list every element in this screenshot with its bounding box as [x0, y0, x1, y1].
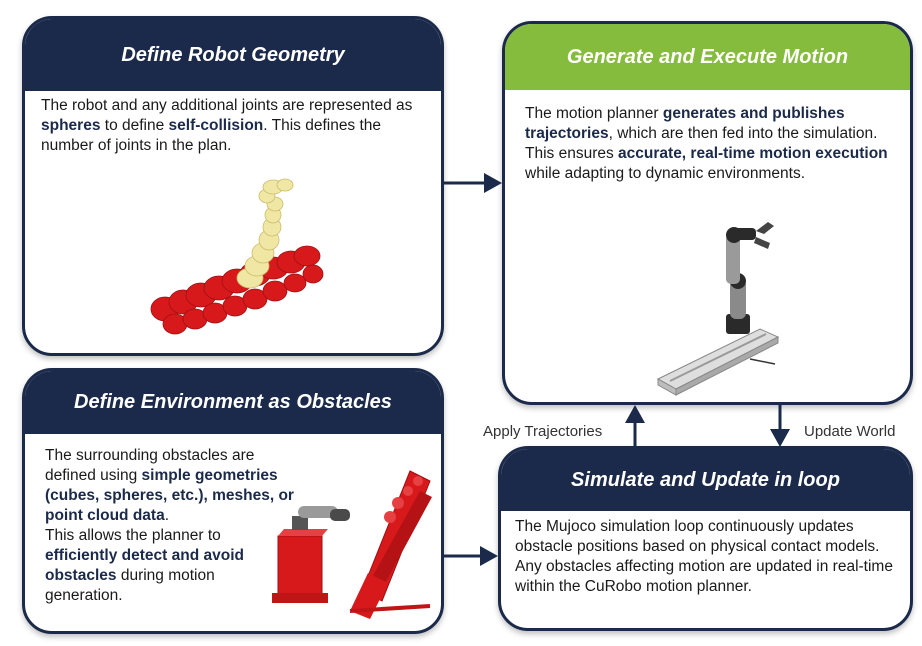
text-segment: The surrounding obstacles are defined us… [45, 447, 255, 484]
card-body: The robot and any additional joints are … [41, 96, 431, 156]
card-text-para2: This ensures accurate, real-time motion … [525, 144, 897, 184]
text-segment: The robot and any additional joints are … [41, 97, 413, 114]
bold-text: efficiently detect and avoid obstacles [45, 547, 244, 584]
arrow-apply-trajectories-up [625, 405, 645, 447]
card-header: Define Environment as Obstacles [25, 371, 441, 434]
arrow-update-world-down [770, 405, 790, 447]
card-body: The surrounding obstacles are defined us… [45, 446, 295, 606]
label-update-world: Update World [804, 423, 896, 440]
bold-text: simple geometries (cubes, spheres, etc.)… [45, 467, 294, 524]
card-header: Define Robot Geometry [25, 19, 441, 91]
card-body: The Mujoco simulation loop continuously … [515, 517, 901, 597]
text-segment: while adapting to dynamic environments. [525, 165, 806, 182]
text-segment: This allows the planner to [45, 527, 221, 544]
card-define-robot-geometry: Define Robot Geometry The robot and any … [22, 16, 444, 356]
text-segment: This ensures [525, 145, 619, 162]
card-title: Define Environment as Obstacles [74, 391, 392, 413]
bold-text: self-collision [168, 117, 264, 134]
card-header: Simulate and Update in loop [501, 449, 910, 511]
card-text: The Mujoco simulation loop continuously … [515, 517, 901, 597]
text-segment: . [164, 507, 169, 524]
card-simulate-update-loop: Simulate and Update in loop The Mujoco s… [498, 446, 913, 631]
card-body: The motion planner generates and publish… [525, 104, 897, 184]
text-segment: to define [100, 117, 169, 134]
card-define-environment-obstacles: Define Environment as Obstacles The surr… [22, 368, 444, 634]
arrow-environment-to-simulate [444, 546, 498, 566]
card-title: Define Robot Geometry [121, 43, 345, 66]
card-text-para2: This allows the planner to efficiently d… [45, 526, 295, 606]
bold-text: spheres [41, 117, 101, 134]
ur-robot-arm-image [656, 222, 780, 396]
bold-text: generates and publishes trajectories [525, 105, 845, 142]
text-segment: The Mujoco simulation loop continuously … [515, 518, 893, 595]
arrow-geometry-to-motion [444, 173, 502, 193]
card-text-para1: The surrounding obstacles are defined us… [45, 446, 295, 526]
card-title: Simulate and Update in loop [571, 468, 840, 491]
bold-text: accurate, real-time motion execution [618, 145, 888, 162]
card-text-para1: The motion planner generates and publish… [525, 104, 897, 144]
robot-sphere-model-image [150, 178, 324, 335]
text-segment: , which are then fed into the simulation… [608, 125, 878, 142]
card-title: Generate and Execute Motion [566, 45, 849, 68]
card-header: Generate and Execute Motion [505, 24, 910, 90]
card-generate-execute-motion: Generate and Execute Motion The motion p… [502, 21, 913, 405]
label-apply-trajectories: Apply Trajectories [483, 423, 603, 440]
card-text: The robot and any additional joints are … [41, 96, 431, 156]
text-segment: The motion planner [525, 105, 663, 122]
text-segment: . This defines the number of joints in t… [41, 117, 382, 154]
obstacle-environment-image [272, 470, 432, 619]
text-segment: during motion generation. [45, 567, 215, 604]
